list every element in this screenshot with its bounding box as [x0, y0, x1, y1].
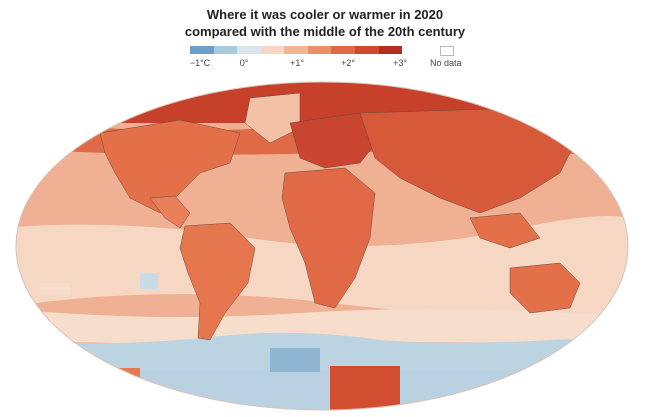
- antarctica-warm-patch: [330, 366, 400, 410]
- pale-spot-pacific: [40, 283, 70, 295]
- antarctica-cool-patch: [270, 348, 320, 372]
- world-temperature-map: [15, 81, 629, 411]
- southeast-asia: [469, 212, 541, 249]
- legend-swatch-1: [213, 46, 238, 54]
- north-america: [99, 119, 241, 214]
- globe-outline: [15, 81, 629, 411]
- legend-swatch-4: [284, 46, 308, 54]
- legend-tick-plus2: +2°: [341, 58, 355, 68]
- southern-ocean-cool: [16, 332, 628, 378]
- southern-pale-band: [16, 308, 628, 348]
- central-america: [149, 195, 191, 229]
- antarctica-warm-patch-west: [60, 368, 140, 386]
- australia: [509, 262, 581, 314]
- arctic-warm-band: [16, 82, 628, 123]
- color-legend: −1°C 0° +1° +2° +3° No data: [178, 46, 478, 76]
- greenland: [244, 92, 301, 144]
- legend-swatch-6: [331, 46, 355, 54]
- legend-swatch-5: [307, 46, 332, 54]
- legend-nodata-swatch: [440, 46, 454, 56]
- legend-tick-plus3: +3°: [393, 58, 407, 68]
- legend-swatch-8: [378, 46, 403, 54]
- legend-swatch-0: [190, 46, 214, 54]
- title-line-1: Where it was cooler or warmer in 2020: [206, 7, 444, 22]
- legend-tick-plus1: +1°: [290, 58, 304, 68]
- title-line-2: compared with the middle of the 20th cen…: [184, 24, 466, 39]
- legend-swatch-7: [354, 46, 379, 54]
- legend-tick-0: 0°: [239, 58, 249, 68]
- chart-title: Where it was cooler or warmer in 2020 co…: [0, 6, 650, 40]
- africa: [281, 167, 376, 309]
- legend-tick-minus1: −1°C: [189, 58, 211, 68]
- legend-nodata-label: No data: [430, 58, 462, 68]
- cool-spot-pacific: [140, 273, 158, 289]
- south-america: [179, 222, 256, 341]
- legend-swatch-3: [260, 46, 285, 54]
- legend-color-scale: [190, 46, 403, 54]
- cool-spot-south-pacific: [600, 328, 628, 342]
- legend-swatch-2: [237, 46, 261, 54]
